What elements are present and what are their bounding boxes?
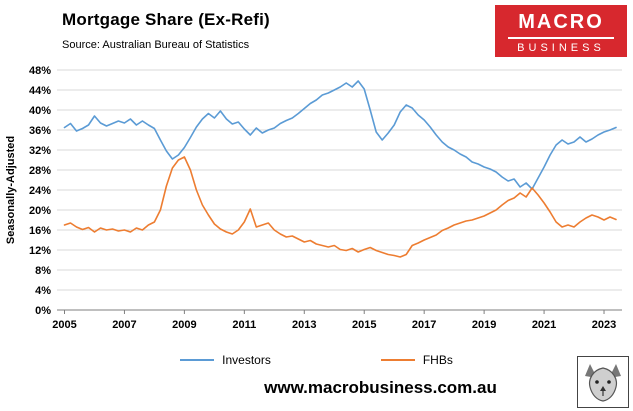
svg-text:2013: 2013	[292, 319, 316, 331]
fhbs-line	[63, 156, 617, 258]
investors-line-swatch	[180, 359, 215, 361]
legend-item-fhbs: FHBs	[380, 353, 453, 367]
legend-item-investors: Investors	[180, 353, 271, 367]
svg-text:2019: 2019	[472, 319, 496, 331]
svg-text:24%: 24%	[29, 185, 51, 197]
chart-legend: Investors FHBs	[0, 353, 633, 367]
source-caption: Source: Australian Bureau of Statistics	[62, 39, 250, 51]
svg-text:36%: 36%	[29, 125, 51, 137]
macrobusiness-logo: MACRO BUSINESS	[495, 5, 627, 57]
svg-text:0%: 0%	[35, 305, 51, 317]
svg-text:2021: 2021	[532, 319, 556, 331]
y-axis-label: Seasonally-Adjusted	[5, 136, 17, 244]
svg-text:2015: 2015	[352, 319, 376, 331]
svg-text:44%: 44%	[29, 85, 51, 97]
svg-text:2023: 2023	[592, 319, 616, 331]
svg-text:2011: 2011	[232, 319, 256, 331]
investors-line	[63, 80, 617, 190]
logo-text-business: BUSINESS	[517, 42, 605, 54]
svg-text:8%: 8%	[35, 265, 51, 277]
chart-title: Mortgage Share (Ex-Refi)	[62, 10, 270, 29]
wolf-logo	[577, 356, 629, 408]
svg-text:16%: 16%	[29, 225, 51, 237]
chart-area: 0% 4% 8% 12% 16% 20% 24% 28% 32% 36% 40% 44% 48% 2005…	[0, 60, 633, 345]
site-url: www.macrobusiness.com.au	[264, 378, 497, 397]
svg-text:28%: 28%	[29, 165, 51, 177]
svg-text:12%: 12%	[29, 245, 51, 257]
legend-label-fhbs: FHBs	[422, 353, 453, 367]
logo-text-macro: MACRO	[508, 11, 614, 39]
svg-text:48%: 48%	[29, 65, 51, 77]
svg-text:40%: 40%	[29, 105, 51, 117]
fhbs-line-swatch	[380, 359, 415, 361]
legend-label-investors: Investors	[222, 353, 271, 367]
wolf-icon	[585, 364, 621, 402]
svg-text:2017: 2017	[412, 319, 436, 331]
svg-text:4%: 4%	[35, 285, 51, 297]
svg-text:2005: 2005	[52, 319, 76, 331]
svg-text:20%: 20%	[29, 205, 51, 217]
svg-text:32%: 32%	[29, 145, 51, 157]
line-chart: 0% 4% 8% 12% 16% 20% 24% 28% 32% 36% 40% 44% 48% 2005…	[5, 65, 622, 331]
svg-text:2009: 2009	[172, 319, 196, 331]
svg-text:2007: 2007	[112, 319, 136, 331]
